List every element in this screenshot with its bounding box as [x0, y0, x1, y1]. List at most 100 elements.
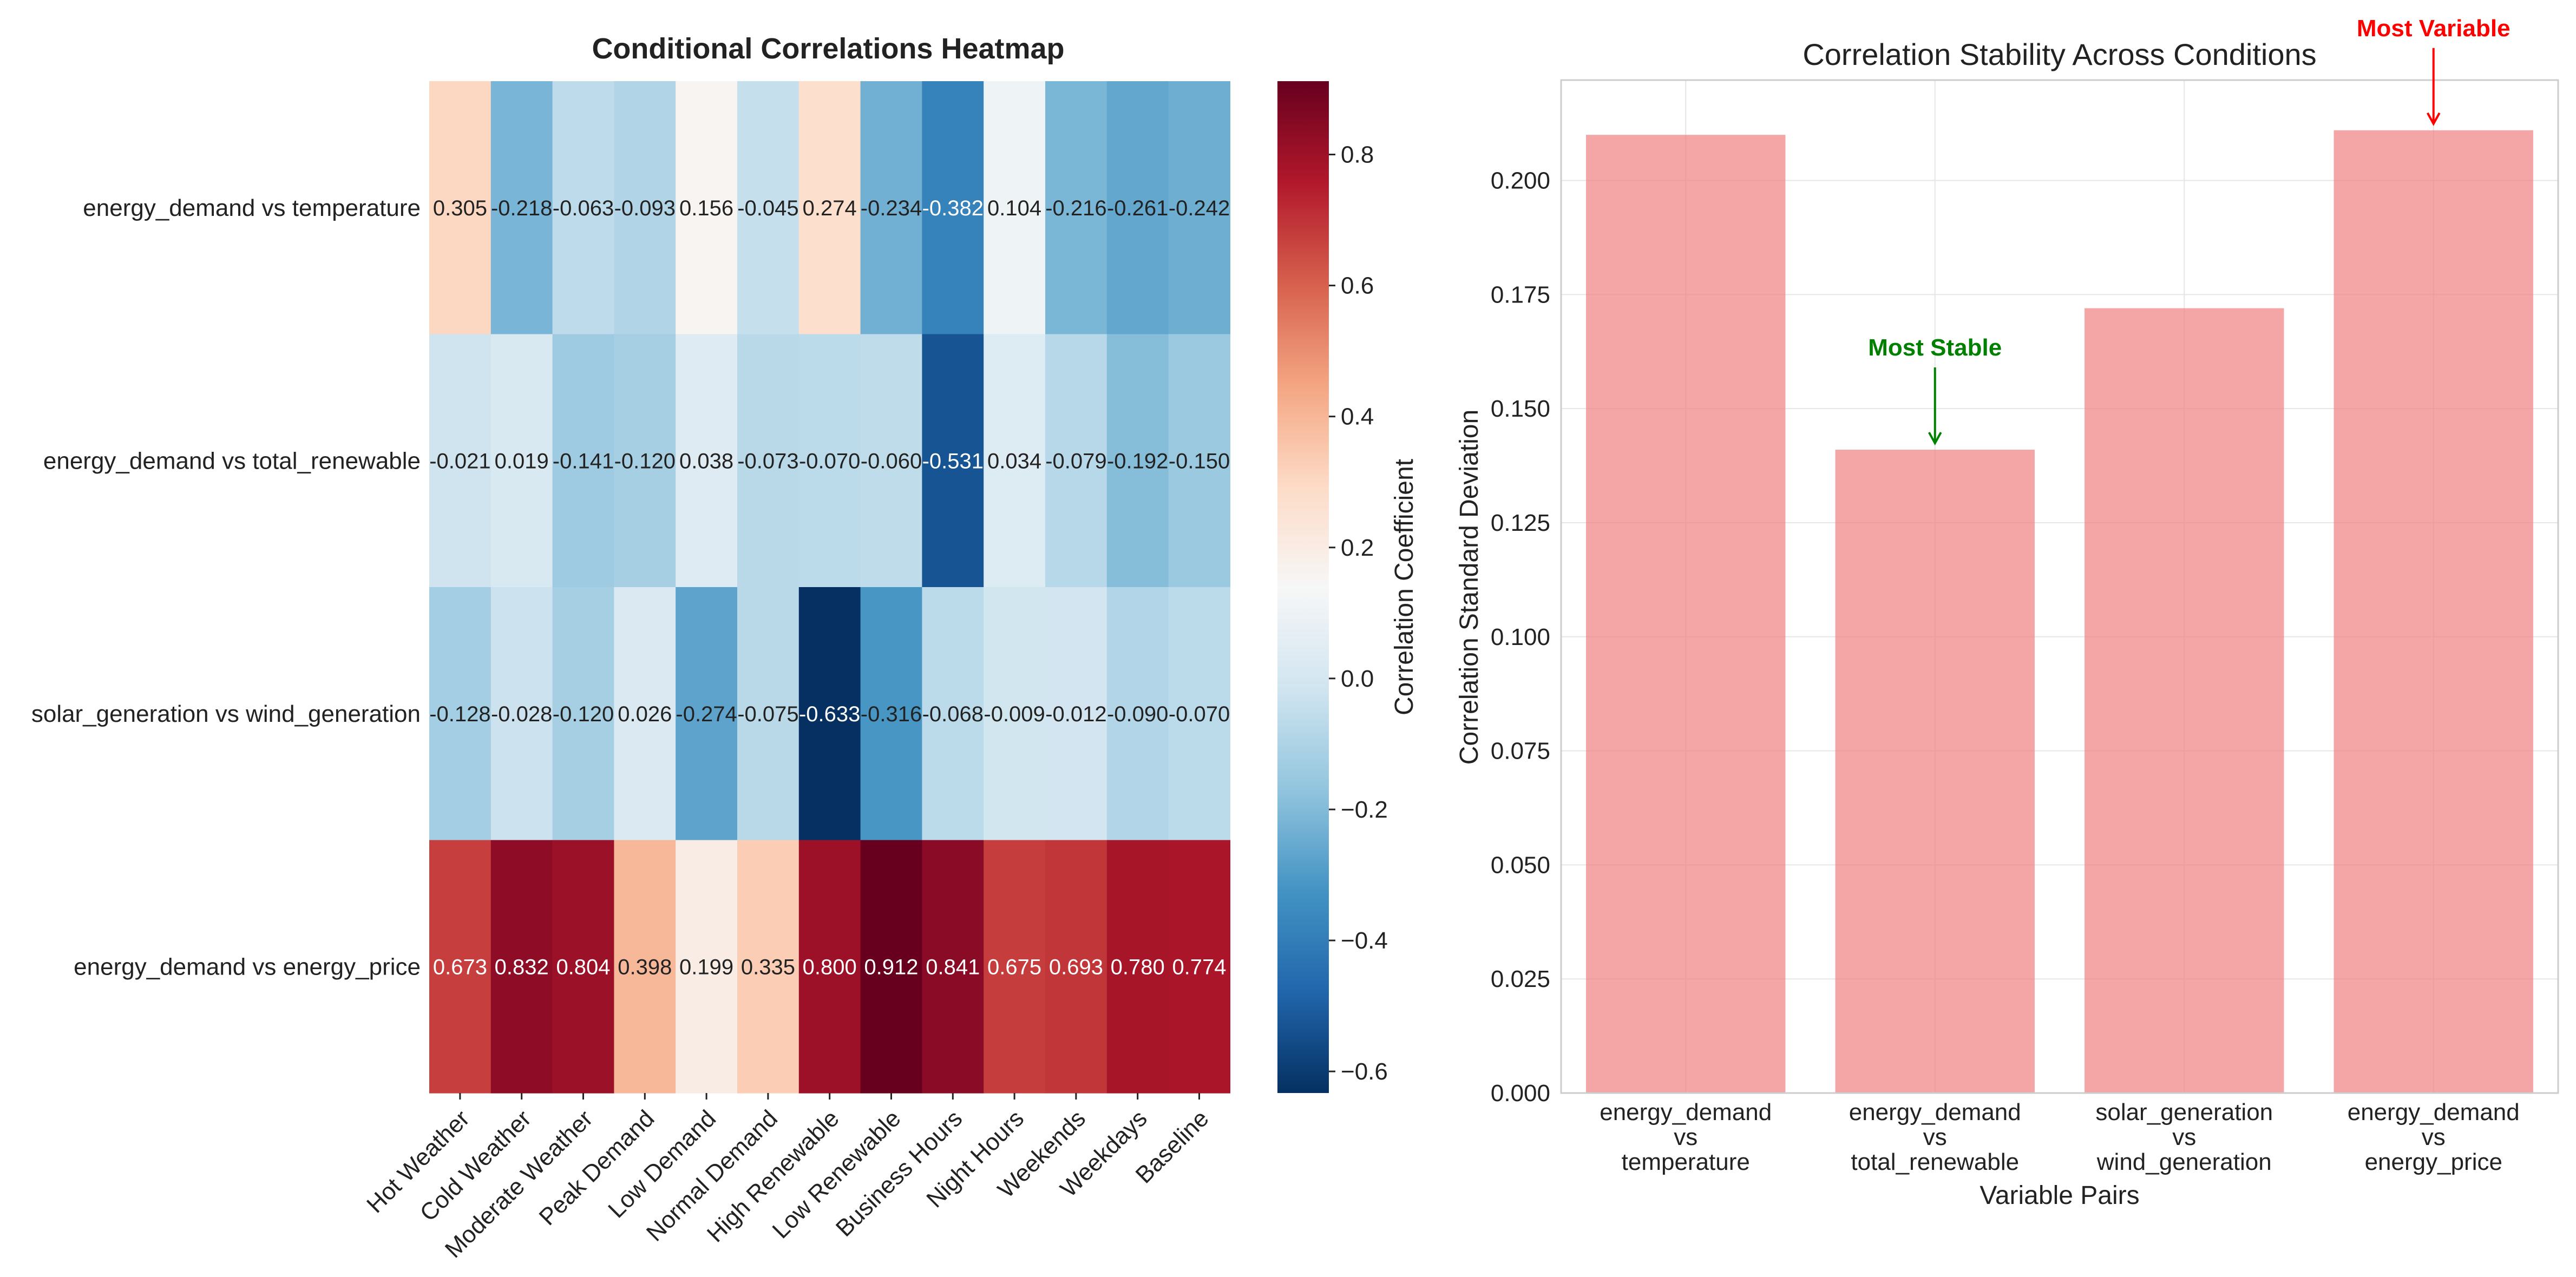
heatmap-cell — [614, 334, 676, 588]
heatmap-cell — [429, 334, 491, 588]
bar — [2085, 308, 2284, 1094]
colorbar-ticks: −0.6 −0.4 −0.2 0.0 0.2 0.4 0.6 0.8 — [1329, 142, 1388, 1085]
heatmap-cell-label: -0.633 — [799, 702, 860, 726]
colorbar-label: Correlation Coefficient — [1390, 459, 1419, 715]
heatmap-row-label: energy_demand vs energy_price — [74, 953, 421, 980]
heatmap-cell — [922, 587, 984, 841]
heatmap-cell-labels: 0.305 -0.218 -0.063 -0.093 0.156 -0.045 0.274-… — [429, 196, 1230, 979]
heatmap-cell-label: 0.398 — [618, 955, 672, 979]
heatmap-row-labels: energy_demand vs temperature energy_deman… — [31, 195, 421, 980]
bar-chart-x-tick-label: energy_demand — [2348, 1099, 2520, 1125]
heatmap-cell-label: -0.150 — [1169, 449, 1230, 473]
heatmap-cell — [552, 334, 614, 588]
bar — [2334, 130, 2533, 1094]
heatmap-cell-label: 0.912 — [864, 955, 918, 979]
colorbar: −0.6 −0.4 −0.2 0.0 0.2 0.4 0.6 0.8 Correlation … — [1277, 81, 1419, 1093]
heatmap-cell — [490, 334, 553, 588]
heatmap-cell-label: 0.104 — [987, 196, 1041, 220]
colorbar-tick-label: 0.8 — [1341, 142, 1374, 168]
heatmap-cell — [676, 334, 738, 588]
heatmap-cell — [922, 334, 984, 588]
heatmap-cell-label: -0.060 — [861, 449, 922, 473]
heatmap-cell-label: -0.045 — [737, 196, 798, 220]
bar-chart-y-tick-label: 0.075 — [1491, 738, 1550, 765]
colorbar-tick-label: 0.2 — [1341, 535, 1374, 561]
bar-chart-y-tick-label: 0.175 — [1491, 281, 1550, 308]
heatmap-cell — [860, 840, 922, 1094]
heatmap-cell — [429, 840, 491, 1094]
heatmap-cell-label: -0.128 — [429, 702, 490, 726]
bar-chart-x-tick-label: wind_generation — [2096, 1149, 2272, 1175]
heatmap-cell — [552, 840, 614, 1094]
heatmap-cell-label: 0.026 — [618, 702, 672, 726]
heatmap-cell — [984, 81, 1046, 335]
heatmap-cell-label: -0.120 — [614, 449, 676, 473]
heatmap-panel: Conditional Correlations Heatmap 0.305 -0… — [31, 32, 1230, 1263]
heatmap-cell — [429, 81, 491, 335]
heatmap-cell — [614, 587, 676, 841]
heatmap-cell-label: 0.038 — [679, 449, 733, 473]
heatmap-cell — [860, 334, 922, 588]
heatmap-cell-label: 0.156 — [679, 196, 733, 220]
bar-chart-y-tick-label: 0.025 — [1491, 966, 1550, 992]
heatmap-cell — [1168, 334, 1230, 588]
heatmap-cell — [552, 81, 614, 335]
colorbar-tick-label: −0.4 — [1341, 927, 1388, 954]
heatmap-cell-label: -0.093 — [614, 196, 676, 220]
heatmap-cell-label: -0.075 — [737, 702, 798, 726]
heatmap-cell-label: -0.120 — [553, 702, 614, 726]
heatmap-cell — [798, 840, 861, 1094]
heatmap-cell-label: -0.218 — [491, 196, 552, 220]
heatmap-cell — [1106, 81, 1169, 335]
bar-chart-x-axis-label: Variable Pairs — [1979, 1181, 2139, 1210]
bar-chart-x-tick-label: vs — [1674, 1124, 1697, 1150]
heatmap-cell — [984, 840, 1046, 1094]
heatmap-cell-label: -0.274 — [676, 702, 737, 726]
bar-chart-y-tick-label: 0.200 — [1491, 168, 1550, 194]
colorbar-gradient — [1277, 81, 1329, 1093]
heatmap-cell — [429, 587, 491, 841]
heatmap-cell-label: -0.090 — [1107, 702, 1168, 726]
bar-chart-x-tick-label: vs — [1923, 1124, 1947, 1150]
heatmap-cell — [922, 81, 984, 335]
heatmap-cell-label: 0.274 — [803, 196, 857, 220]
heatmap-cells — [429, 81, 1230, 1094]
heatmap-cell-label: -0.531 — [922, 449, 984, 473]
heatmap-cell-label: -0.079 — [1045, 449, 1106, 473]
heatmap-cell — [984, 334, 1046, 588]
heatmap-cell-label: -0.028 — [491, 702, 552, 726]
heatmap-cell — [614, 81, 676, 335]
heatmap-cell-label: -0.068 — [922, 702, 984, 726]
heatmap-cell — [984, 587, 1046, 841]
heatmap-cell-label: 0.675 — [987, 955, 1041, 979]
heatmap-cell — [1106, 587, 1169, 841]
heatmap-cell — [490, 81, 553, 335]
bar-chart-y-tick-label: 0.000 — [1491, 1080, 1550, 1107]
heatmap-cell — [737, 334, 799, 588]
heatmap-cell — [490, 587, 553, 841]
bar-chart-x-ticks: energy_demandvstemperatureenergy_demandv… — [1600, 1099, 2520, 1175]
heatmap-cell-label: -0.012 — [1045, 702, 1106, 726]
bar-chart-y-ticks: 0.000 0.025 0.050 0.075 0.100 0.125 0.150 0.175… — [1491, 168, 1550, 1107]
heatmap-cell — [1106, 334, 1169, 588]
bar — [1586, 135, 1786, 1093]
heatmap-cell — [798, 334, 861, 588]
heatmap-cell — [1045, 334, 1107, 588]
heatmap-cell-label: 0.034 — [987, 449, 1041, 473]
bar-chart-title: Correlation Stability Across Conditions — [1802, 37, 2316, 71]
heatmap-title: Conditional Correlations Heatmap — [592, 32, 1064, 65]
heatmap-cell-label: 0.693 — [1049, 955, 1103, 979]
heatmap-cell-label: 0.780 — [1111, 955, 1165, 979]
heatmap-cell — [860, 587, 922, 841]
heatmap-cell-label: 0.800 — [803, 955, 857, 979]
annotation-arrowhead — [2426, 112, 2441, 126]
heatmap-cell — [1168, 587, 1230, 841]
heatmap-cell — [798, 81, 861, 335]
annotation-label: Most Variable — [2357, 15, 2511, 42]
heatmap-cell-label: -0.242 — [1169, 196, 1230, 220]
heatmap-cell — [1045, 840, 1107, 1094]
heatmap-cell-label: 0.335 — [741, 955, 795, 979]
heatmap-cell-label: -0.063 — [553, 196, 614, 220]
annotation-label: Most Stable — [1868, 334, 2002, 361]
heatmap-cell — [676, 840, 738, 1094]
